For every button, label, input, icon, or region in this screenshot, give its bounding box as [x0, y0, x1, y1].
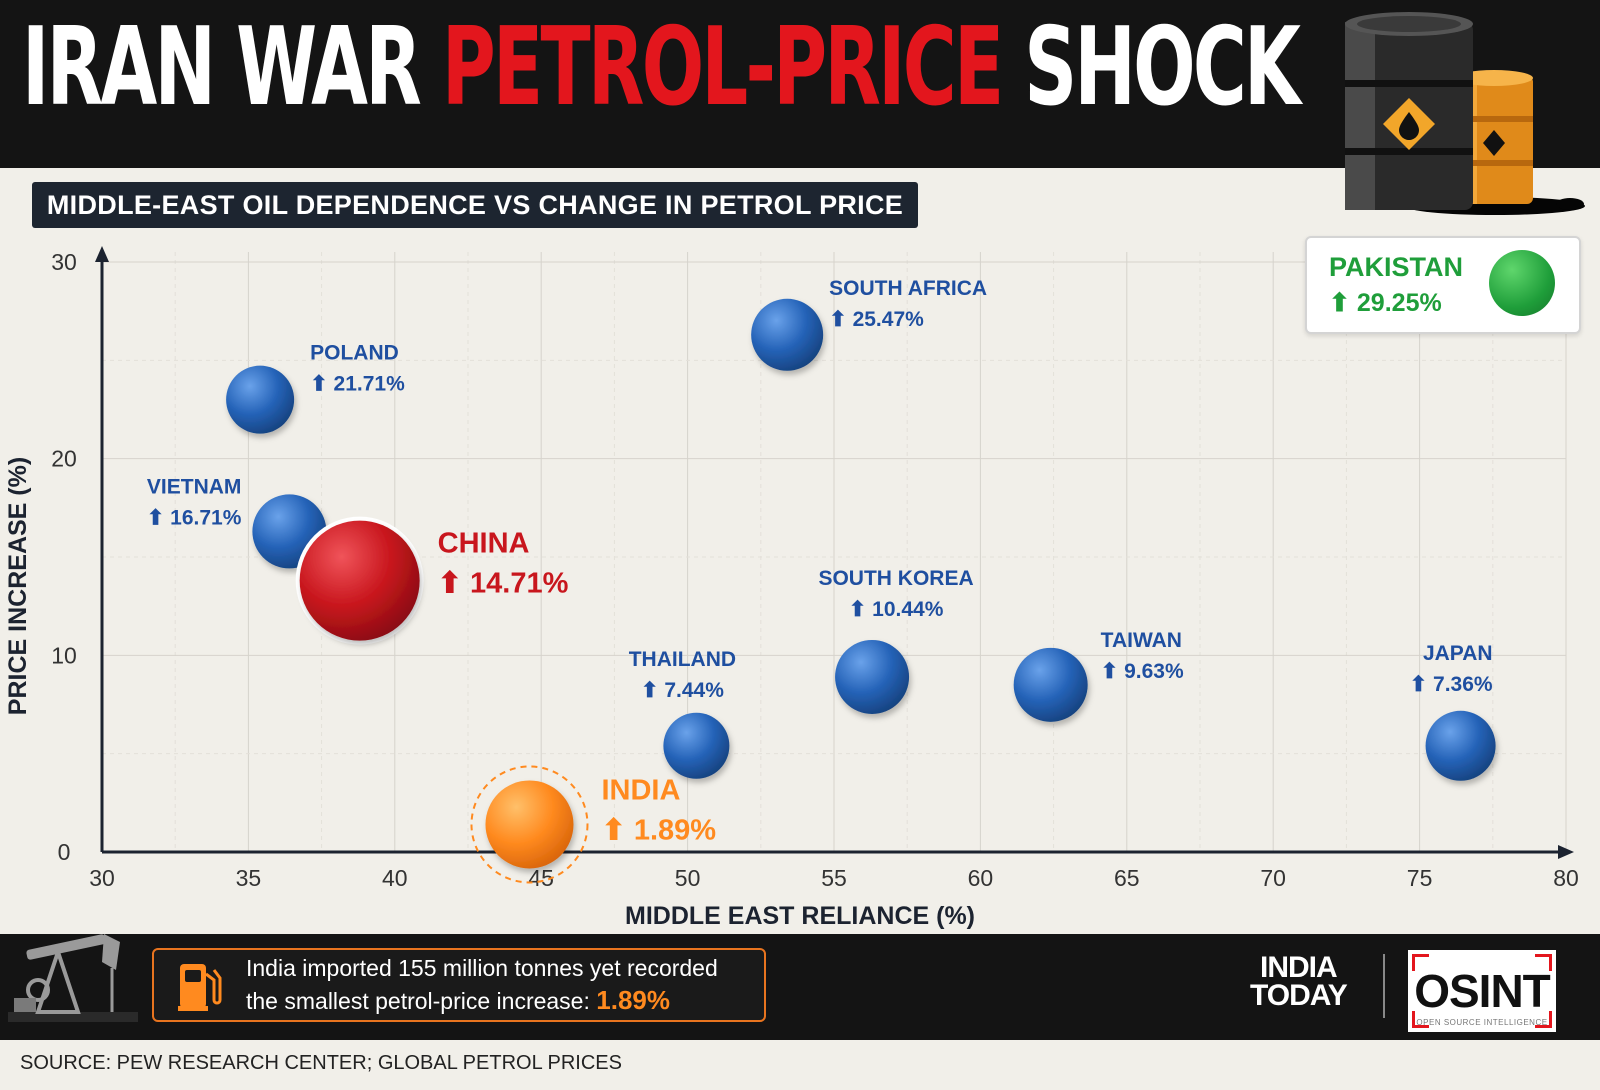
point-label-value: ⬆ 21.71%	[310, 373, 405, 396]
title-part-1: IRAN WAR	[22, 5, 422, 130]
callout-text-line2-text: the smallest petrol-price increase:	[246, 988, 597, 1014]
x-tick-label: 75	[1407, 865, 1433, 891]
axes	[95, 246, 1574, 859]
data-point: SOUTH KOREA ⬆ 10.44%	[818, 567, 974, 714]
header-banner: IRAN WAR PETROL-PRICE SHOCK	[0, 0, 1600, 215]
point-label-value: ⬆ 16.71%	[147, 506, 242, 529]
point-bubble	[226, 365, 295, 434]
data-point: VIETNAM ⬆ 16.71%	[147, 475, 327, 569]
point-bubble	[835, 639, 910, 714]
point-label-value: ⬆ 1.89%	[601, 814, 716, 846]
pakistan-callout: PAKISTAN ⬆ 29.25%	[1305, 236, 1581, 334]
point-label-value: ⬆ 7.44%	[641, 679, 724, 702]
point-label-value: ⬆ 9.63%	[1101, 660, 1184, 683]
point-bubble	[1013, 647, 1088, 722]
y-axis-title: PRICE INCREASE (%)	[4, 457, 32, 715]
oil-barrels-icon	[1345, 12, 1585, 215]
data-point: CHINA ⬆ 14.71%	[295, 516, 569, 645]
chart-subtitle: MIDDLE-EAST OIL DEPENDENCE VS CHANGE IN …	[32, 182, 918, 228]
x-tick-label: 70	[1260, 865, 1286, 891]
point-label-name: SOUTH AFRICA	[829, 277, 987, 300]
point-label-value: ⬆ 25.47%	[829, 308, 924, 331]
point-label-name: JAPAN	[1423, 642, 1493, 665]
point-label-name: INDIA	[601, 774, 680, 806]
x-axis-arrow	[1558, 845, 1574, 859]
x-tick-label: 35	[236, 865, 262, 891]
title-part-2: PETROL-PRICE	[441, 5, 1004, 130]
pakistan-name: PAKISTAN	[1329, 252, 1463, 282]
x-tick-label: 80	[1553, 865, 1579, 891]
footer-banner: India imported 155 million tonnes yet re…	[0, 934, 1600, 1040]
y-tick-label: 0	[58, 839, 71, 865]
osint-logo-text: OSINT	[1414, 965, 1551, 1017]
osint-corner-tr	[1535, 954, 1552, 971]
india-today-logo-line1: INDIA	[1260, 951, 1338, 984]
logo-divider	[1383, 954, 1385, 1018]
y-tick-label: 30	[51, 249, 77, 275]
point-label-name: SOUTH KOREA	[818, 567, 973, 590]
pakistan-value-text: 29.25%	[1356, 289, 1442, 317]
pakistan-value: ⬆ 29.25%	[1329, 289, 1442, 317]
x-tick-label: 55	[821, 865, 847, 891]
point-label-name: VIETNAM	[147, 475, 242, 498]
callout-value: 1.89%	[596, 985, 670, 1015]
osint-corner-br	[1535, 1011, 1552, 1028]
point-label-value: ⬆ 10.44%	[849, 598, 944, 621]
callout-text-line2: the smallest petrol-price increase: 1.89…	[246, 985, 670, 1016]
highlight-ring	[470, 765, 589, 884]
title-part-3: SHOCK	[1024, 5, 1301, 130]
y-tick-label: 10	[51, 642, 77, 668]
point-bubble	[485, 780, 574, 869]
data-points: POLAND ⬆ 21.71% SOUTH AFRICA ⬆ 25.47% VIETNA…	[147, 277, 1496, 884]
x-tick-label: 40	[382, 865, 408, 891]
x-tick-label: 65	[1114, 865, 1140, 891]
grid-lines	[102, 252, 1567, 852]
point-bubble	[663, 712, 730, 779]
source-note: SOURCE: PEW RESEARCH CENTER; GLOBAL PETR…	[20, 1052, 622, 1074]
x-tick-label: 60	[968, 865, 994, 891]
point-label-name: THAILAND	[629, 648, 736, 671]
x-axis-title: MIDDLE EAST RELIANCE (%)	[625, 902, 975, 930]
india-callout: India imported 155 million tonnes yet re…	[152, 948, 766, 1022]
osint-logo-subtext: OPEN SOURCE INTELLIGENCE	[1416, 1018, 1548, 1027]
y-axis-arrow	[95, 246, 109, 262]
x-tick-label: 30	[89, 865, 115, 891]
fuel-pump-icon	[178, 964, 222, 1011]
oil-pumpjack-icon	[8, 934, 138, 1022]
point-bubble	[1425, 710, 1496, 781]
data-point: POLAND ⬆ 21.71%	[226, 342, 405, 434]
callout-text-line1: India imported 155 million tonnes yet re…	[246, 955, 718, 981]
data-point: SOUTH AFRICA ⬆ 25.47%	[751, 277, 987, 371]
point-label-name: CHINA	[438, 528, 530, 560]
pakistan-bubble	[1489, 250, 1555, 316]
data-point: TAIWAN ⬆ 9.63%	[1013, 629, 1184, 722]
y-tick-label: 20	[51, 446, 77, 472]
point-label-name: POLAND	[310, 342, 399, 365]
point-bubble	[299, 520, 420, 641]
india-today-logo: INDIA TODAY	[1250, 951, 1348, 1012]
data-point: INDIA ⬆ 1.89%	[470, 765, 716, 884]
x-tick-label: 50	[675, 865, 701, 891]
point-label-value: ⬆ 14.71%	[438, 568, 569, 600]
data-point: THAILAND ⬆ 7.44%	[629, 648, 736, 779]
point-label-name: TAIWAN	[1101, 629, 1182, 652]
point-bubble	[751, 298, 824, 371]
data-point: JAPAN ⬆ 7.36%	[1410, 642, 1496, 781]
india-today-logo-line2: TODAY	[1250, 979, 1348, 1012]
osint-logo: OSINT OPEN SOURCE INTELLIGENCE	[1408, 950, 1556, 1032]
osint-corner-bl	[1412, 1011, 1429, 1028]
point-label-value: ⬆ 7.36%	[1410, 673, 1493, 696]
page-title: IRAN WAR PETROL-PRICE SHOCK	[22, 14, 1301, 122]
osint-corner-tl	[1412, 954, 1429, 971]
